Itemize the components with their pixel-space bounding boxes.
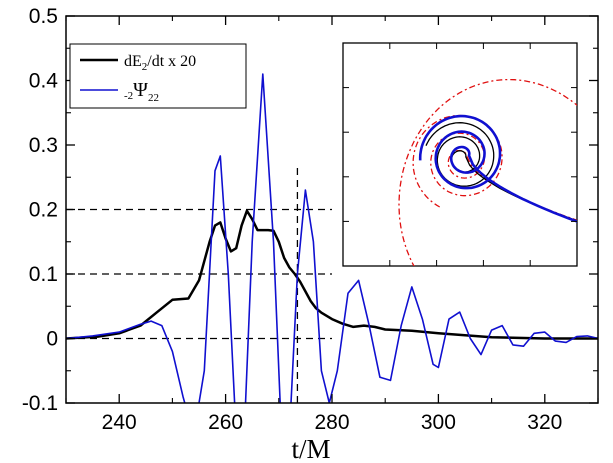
inset-plot bbox=[342, 42, 578, 267]
inset-area bbox=[398, 78, 577, 266]
y-tick-label: 0.5 bbox=[29, 5, 58, 28]
legend-energy-label: dE2/dt x 20 bbox=[124, 53, 196, 73]
y-tick-label: 0.2 bbox=[29, 199, 58, 222]
x-tick-label: 260 bbox=[208, 411, 243, 434]
series-line-energy bbox=[66, 209, 598, 340]
legend-energy-text: dE bbox=[124, 53, 142, 70]
inset-orbit-red bbox=[412, 114, 577, 221]
inset-orbit-blue bbox=[418, 114, 577, 223]
legend: dE2/dt x 20 -2Ψ22 bbox=[69, 43, 247, 109]
legend-psi-prefix: -2 bbox=[124, 90, 133, 102]
inset-orbit-black bbox=[425, 122, 577, 222]
y-tick-label: 0 bbox=[46, 328, 58, 351]
y-tick-label: -0.1 bbox=[22, 392, 58, 415]
legend-psi-symbol: Ψ bbox=[133, 79, 148, 101]
legend-psi-label: -2Ψ22 bbox=[124, 79, 159, 104]
x-tick-label: 320 bbox=[527, 411, 562, 434]
x-tick-label: 280 bbox=[314, 411, 349, 434]
plot-area bbox=[66, 73, 598, 403]
inset-orbit-red-outer bbox=[398, 78, 577, 266]
axes: 240 260 280 300 320 -0.1 0 0.1 0.2 0.3 0.4 0.5 bbox=[22, 5, 599, 434]
legend-energy-suffix: /dt x 20 bbox=[147, 53, 196, 70]
x-axis-title: t/M bbox=[291, 434, 330, 463]
y-tick-label: 0.1 bbox=[29, 263, 58, 286]
legend-box bbox=[69, 43, 247, 109]
legend-psi-subscript: 22 bbox=[148, 92, 159, 104]
plot-layer bbox=[66, 73, 598, 403]
y-tick-label: 0.4 bbox=[29, 70, 59, 93]
y-tick-label: 0.3 bbox=[29, 134, 58, 157]
x-tick-label: 300 bbox=[421, 411, 456, 434]
series-line-psi bbox=[66, 73, 598, 403]
legend-energy-subscript: 2 bbox=[142, 61, 148, 73]
inset-frame bbox=[342, 42, 578, 267]
x-tick-label: 240 bbox=[102, 411, 137, 434]
